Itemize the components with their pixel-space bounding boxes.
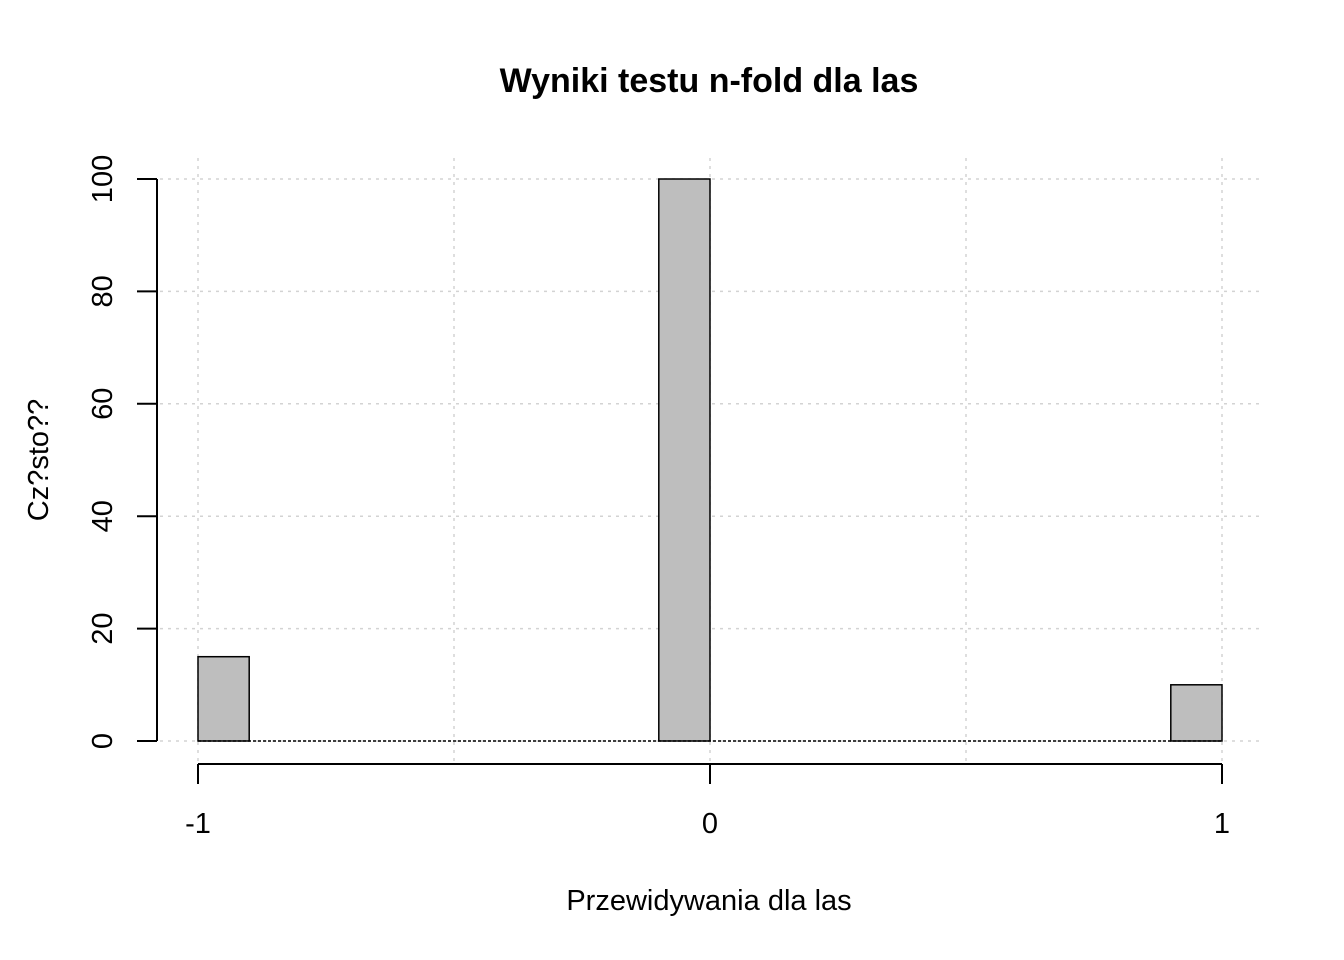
x-tick-label: 1 <box>1214 808 1230 840</box>
histogram-bar-2 <box>1170 684 1223 742</box>
x-tick-label: 0 <box>702 808 718 840</box>
y-axis-label: Cz?sto?? <box>23 399 55 522</box>
y-tick-label: 0 <box>87 733 119 749</box>
histogram-bar-1 <box>658 178 711 742</box>
x-axis: -1 0 1 <box>185 763 1230 840</box>
y-tick-label: 60 <box>87 388 119 420</box>
chart-title: Wyniki testu n-fold dla las <box>500 62 919 100</box>
y-tick-label: 100 <box>87 155 119 203</box>
y-axis: 0 20 40 60 80 100 <box>87 155 158 749</box>
y-tick-label: 80 <box>87 275 119 307</box>
x-axis-label: Przewidywania dla las <box>566 885 851 917</box>
bars-group <box>197 178 1223 742</box>
histogram-bar-0 <box>197 655 250 742</box>
x-tick-label: -1 <box>185 808 211 840</box>
y-tick-label: 40 <box>87 500 119 532</box>
y-tick-label: 20 <box>87 612 119 644</box>
grid-lines <box>160 158 1264 762</box>
